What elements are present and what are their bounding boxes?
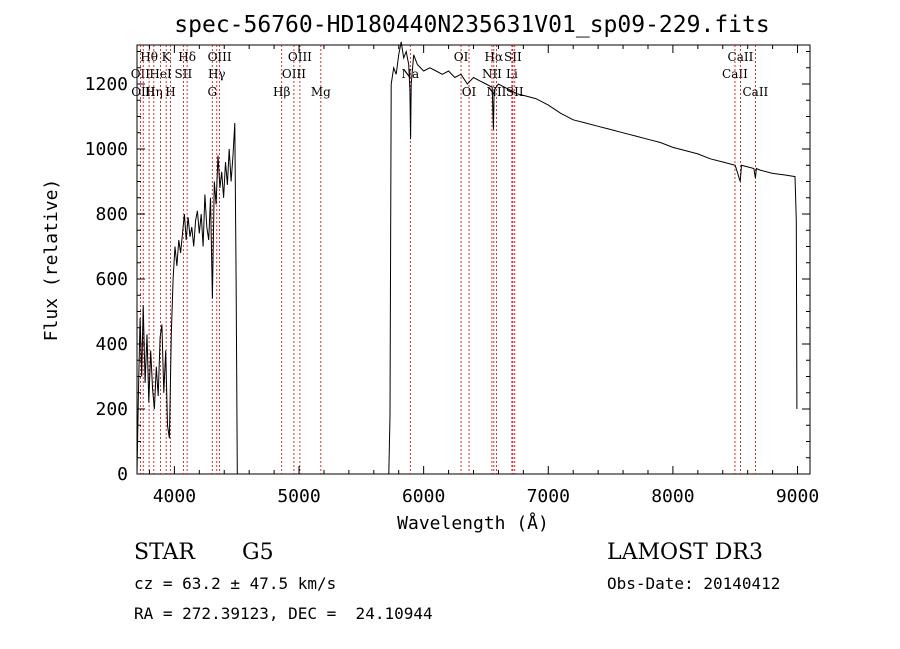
line-marker-label: Na [401,67,419,81]
y-tick-label: 800 [95,204,128,225]
x-tick-label: 5000 [277,486,320,507]
redshift-readout: cz = 63.2 ± 47.5 km/s [134,574,337,593]
line-marker-label: OIII [208,50,232,64]
y-tick-label: 600 [95,269,128,290]
line-marker-label: OIII [288,50,312,64]
line-marker-label: OI [454,50,469,64]
x-tick-label: 9000 [776,486,819,507]
line-marker-label: Hγ [208,67,226,81]
line-marker-label: OIII [282,67,306,81]
line-marker-label: NII [482,67,502,81]
line-marker-label: K [162,50,172,64]
line-marker-label: NII [486,85,506,99]
line-marker-label: HeI [149,67,172,81]
plot-frame [136,44,811,475]
line-marker-label: Hα [485,50,504,64]
y-axis-label: Flux (relative) [41,179,62,342]
y-axis: 0 200 400 600 800 1000 1200 [85,51,810,485]
line-marker-label: OI [462,85,477,99]
line-markers: OIIOIIIHθHηHeIKHSIIHδGHγOIIIHβOIIIOIIIMg… [131,45,769,474]
y-tick-label: 1000 [85,139,128,160]
x-tick-label: 8000 [651,486,694,507]
line-marker-label: H [165,85,175,99]
x-axis: 4000 5000 6000 7000 8000 9000 [148,45,819,507]
spectrum-segment [388,41,798,475]
line-marker-label: SII [175,67,193,81]
y-tick-label: 0 [117,464,128,485]
x-tick-label: 4000 [153,486,196,507]
line-marker-label: CaII [722,67,748,81]
line-marker-label: Hθ [140,50,158,64]
x-axis-label: Wavelength (Å) [397,512,549,534]
line-marker-label: CaII [728,50,754,64]
spectrum-series [136,41,798,475]
x-tick-label: 7000 [527,486,570,507]
line-marker-label: OII [131,67,151,81]
line-marker-label: CaII [742,85,768,99]
chart-title: spec-56760-HD180440N235631V01_sp09-229.f… [174,12,769,38]
line-marker-label: Hη [145,85,163,99]
y-tick-label: 200 [95,399,128,420]
spectrum-segment [136,122,238,475]
line-marker-label: Li [506,67,518,81]
line-marker-label: SII [506,85,524,99]
observation-date: Obs-Date: 20140412 [607,574,781,593]
line-marker-label: Hβ [273,85,290,99]
line-marker-label: SII [504,50,522,64]
line-marker-label: Mg [311,85,331,99]
x-tick-label: 6000 [402,486,445,507]
coordinates-readout: RA = 272.39123, DEC = 24.10944 [134,604,433,623]
survey-name: LAMOST DR3 [607,540,763,565]
line-marker-label: Hδ [178,50,196,64]
y-tick-label: 1200 [85,74,128,95]
object-subclass: G5 [242,540,274,565]
y-tick-label: 400 [95,334,128,355]
line-marker-label: G [207,85,217,99]
object-class: STAR [134,540,195,565]
line-marker-label: OIII [131,85,155,99]
